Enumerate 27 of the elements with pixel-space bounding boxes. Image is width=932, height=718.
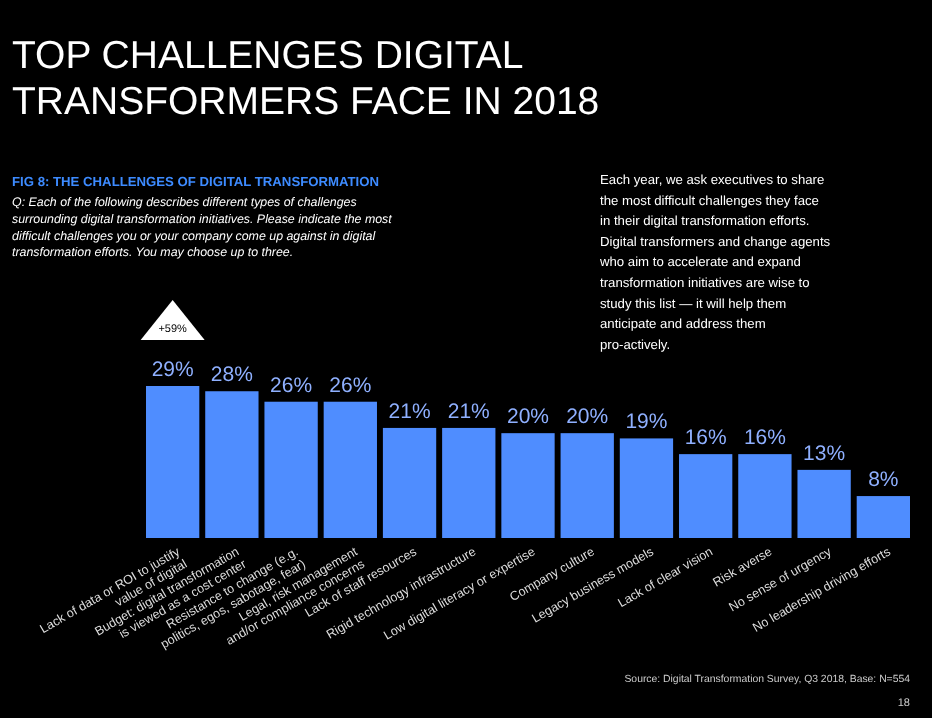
bar [442,427,496,538]
bar [205,391,259,538]
bar [856,496,910,538]
data-label: 16% [743,426,786,451]
bar [501,433,555,538]
data-label: 20% [506,405,550,430]
bar [323,401,377,538]
chart-title: TOP CHALLENGES DIGITAL TRANSFORMERS FACE IN 2018 [12,34,600,124]
bar [560,433,614,538]
bar [797,469,851,538]
data-label: 19% [625,410,668,435]
bar [382,427,437,538]
data-label: 29% [151,358,194,382]
bar [146,386,200,538]
data-label: 8% [868,468,899,493]
data-label: 16% [684,426,727,451]
bar [264,401,318,538]
data-label: 20% [566,405,609,430]
bar [619,438,674,538]
data-label: 21% [447,399,490,424]
data-label: 21% [388,399,431,424]
data-label: 28% [210,363,253,388]
data-label: 26% [270,373,313,398]
bar [738,454,792,538]
data-label: 26% [329,373,372,398]
data-label: 13% [803,441,846,466]
bar [679,454,733,538]
